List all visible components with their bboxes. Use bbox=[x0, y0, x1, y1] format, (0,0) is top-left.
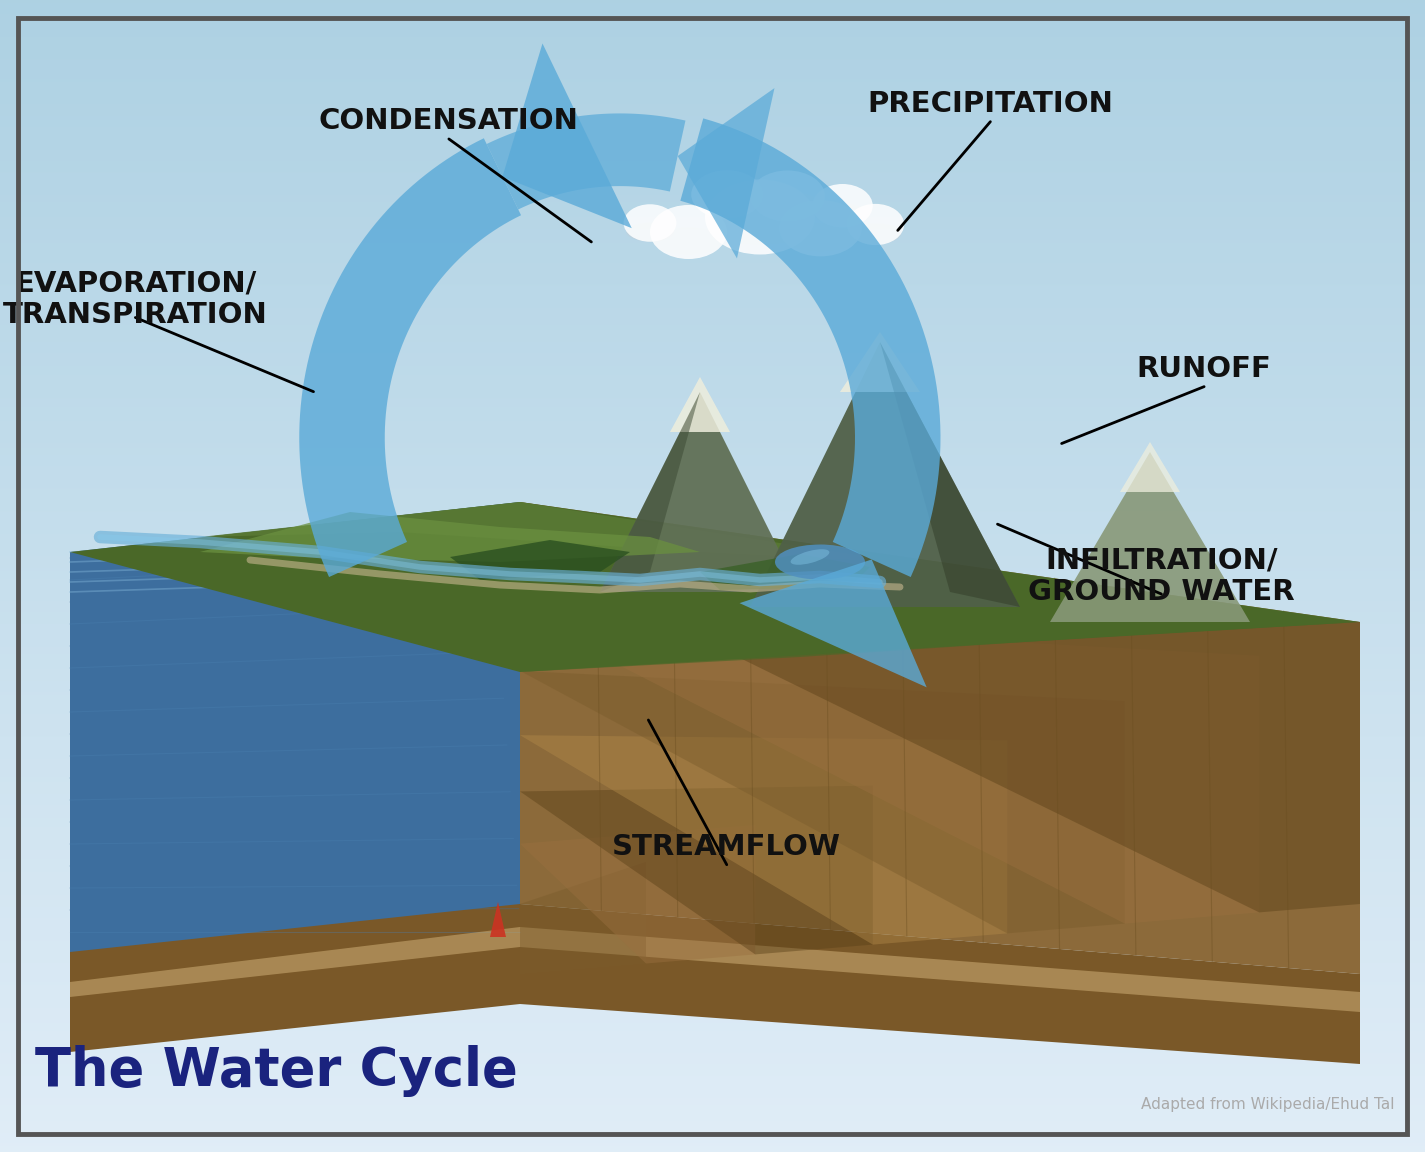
Polygon shape bbox=[299, 138, 522, 577]
Text: EVAPORATION/
TRANSPIRATION: EVAPORATION/ TRANSPIRATION bbox=[3, 270, 268, 329]
Ellipse shape bbox=[784, 223, 858, 251]
Polygon shape bbox=[520, 670, 1124, 933]
Text: PRECIPITATION: PRECIPITATION bbox=[868, 90, 1113, 118]
Ellipse shape bbox=[791, 550, 829, 564]
Polygon shape bbox=[520, 614, 1260, 924]
Polygon shape bbox=[70, 502, 520, 957]
Polygon shape bbox=[520, 735, 1007, 945]
Polygon shape bbox=[70, 502, 1359, 672]
Ellipse shape bbox=[849, 223, 901, 244]
Ellipse shape bbox=[779, 200, 862, 257]
Polygon shape bbox=[520, 551, 1359, 912]
Ellipse shape bbox=[812, 184, 872, 227]
Polygon shape bbox=[740, 560, 926, 688]
Polygon shape bbox=[1050, 452, 1250, 622]
Polygon shape bbox=[1120, 442, 1180, 492]
Polygon shape bbox=[680, 119, 941, 577]
Polygon shape bbox=[520, 786, 872, 954]
Ellipse shape bbox=[691, 170, 762, 219]
Ellipse shape bbox=[654, 227, 722, 255]
Polygon shape bbox=[678, 88, 774, 258]
Ellipse shape bbox=[626, 222, 674, 242]
Text: Adapted from Wikipedia/Ehud Tal: Adapted from Wikipedia/Ehud Tal bbox=[1141, 1097, 1395, 1112]
Polygon shape bbox=[670, 377, 730, 432]
Polygon shape bbox=[490, 902, 506, 937]
Polygon shape bbox=[200, 511, 700, 562]
Polygon shape bbox=[70, 927, 1359, 1011]
Text: CONDENSATION: CONDENSATION bbox=[319, 107, 579, 135]
Polygon shape bbox=[70, 904, 1359, 1064]
Ellipse shape bbox=[775, 545, 865, 579]
Polygon shape bbox=[520, 825, 755, 963]
Polygon shape bbox=[839, 332, 921, 392]
Ellipse shape bbox=[754, 192, 821, 218]
Text: INFILTRATION/
GROUND WATER: INFILTRATION/ GROUND WATER bbox=[1027, 546, 1295, 606]
Ellipse shape bbox=[750, 170, 825, 221]
Text: STREAMFLOW: STREAMFLOW bbox=[613, 833, 841, 861]
Polygon shape bbox=[503, 44, 631, 228]
Polygon shape bbox=[700, 554, 871, 590]
Ellipse shape bbox=[705, 180, 815, 255]
Ellipse shape bbox=[624, 204, 677, 242]
Ellipse shape bbox=[846, 204, 903, 245]
Ellipse shape bbox=[695, 191, 760, 215]
Polygon shape bbox=[881, 342, 1020, 607]
Ellipse shape bbox=[815, 204, 869, 226]
Polygon shape bbox=[200, 502, 901, 562]
Polygon shape bbox=[520, 622, 1359, 672]
Text: RUNOFF: RUNOFF bbox=[1137, 355, 1271, 382]
Text: The Water Cycle: The Water Cycle bbox=[36, 1045, 517, 1097]
Polygon shape bbox=[520, 862, 646, 973]
Polygon shape bbox=[600, 392, 799, 592]
Ellipse shape bbox=[650, 205, 727, 259]
Polygon shape bbox=[520, 502, 1359, 973]
Polygon shape bbox=[486, 113, 685, 210]
Polygon shape bbox=[750, 342, 1020, 607]
Ellipse shape bbox=[711, 207, 809, 244]
Polygon shape bbox=[600, 392, 700, 592]
Polygon shape bbox=[450, 540, 630, 579]
